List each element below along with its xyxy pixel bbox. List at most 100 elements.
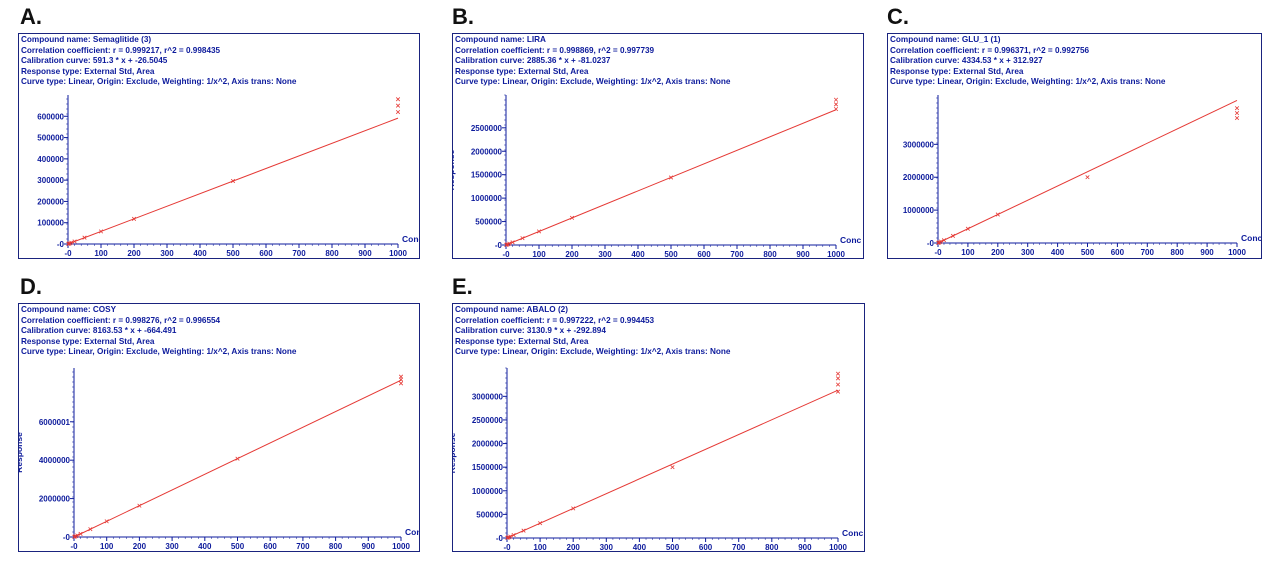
x-tick-label: 100 [94, 249, 108, 258]
response-type: Response type: External Std, Area [455, 336, 589, 346]
data-point-stroke [235, 456, 240, 461]
calibration-plot-e: -0 100 200 300 400 500 600 700 800 900 1000 -0 50000… [453, 367, 864, 551]
data-point-stroke [137, 503, 142, 508]
data-point-stroke [75, 533, 80, 538]
data-point-stroke [507, 241, 512, 246]
curve-type: Curve type: Linear, Origin: Exclude, Wei… [455, 77, 731, 87]
calibration-curve: Calibration curve: 4334.53 * x + 312.927 [890, 56, 1043, 66]
x-tick-label: 100 [532, 250, 546, 258]
data-point-stroke [1234, 115, 1240, 121]
x-tick-label: 100 [533, 543, 547, 551]
data-point [833, 106, 839, 112]
y-tick-label: 600000 [37, 112, 64, 121]
data-point-stroke [1234, 106, 1240, 111]
x-tick-label: 200 [127, 249, 141, 258]
curve-type: Curve type: Linear, Origin: Exclude, Wei… [890, 77, 1166, 87]
data-point [941, 238, 947, 243]
y-tick-label: -0 [927, 239, 935, 248]
y-tick-label: 1500000 [471, 171, 503, 180]
panel-header: Compound name: LIRA Correlation coeffici… [455, 35, 730, 88]
y-tick-label: 1000000 [472, 487, 504, 496]
y-tick-label: 2000000 [39, 495, 71, 504]
data-point-stroke [536, 229, 542, 234]
y-axis-title: Response [453, 432, 457, 473]
calibration-fit-line [506, 389, 839, 539]
data-point [668, 175, 674, 180]
data-point [78, 531, 83, 536]
x-tick-label: 600 [264, 542, 278, 551]
data-point [569, 215, 575, 220]
x-tick-label: 400 [633, 543, 647, 551]
calibration-curve: Calibration curve: 8163.53 * x + -664.49… [21, 326, 177, 336]
data-point-stroke [521, 528, 526, 533]
data-point [395, 109, 401, 115]
data-point-stroke [835, 376, 841, 381]
data-point [72, 239, 77, 244]
data-point-stroke [965, 226, 970, 231]
compound-name: Compound name: LIRA [455, 35, 546, 44]
y-tick-label: 6000001 [39, 418, 71, 427]
x-tick-label: 500 [226, 249, 240, 258]
data-point-stroke [833, 106, 839, 112]
x-tick-label: 300 [165, 542, 179, 551]
data-point-stroke [398, 374, 404, 379]
calibration-plot-c: -0 100 200 300 400 500 600 700 800 900 1000 -0 10000… [903, 95, 1261, 257]
x-axis-title: Conc [842, 528, 864, 538]
x-tick-label: 1000 [392, 542, 410, 551]
y-tick-label: 2000000 [903, 173, 935, 182]
data-point-stroke [98, 229, 104, 234]
calibration-curve: Calibration curve: 3130.9 * x + -292.894 [455, 326, 606, 336]
data-point [82, 235, 87, 240]
data-point-stroke [66, 241, 71, 246]
data-point-stroke [511, 532, 516, 538]
data-point [66, 241, 71, 246]
data-point-stroke [510, 240, 515, 245]
data-point [395, 97, 401, 102]
x-tick-label: 1000 [829, 543, 847, 551]
data-point [538, 521, 543, 526]
x-tick-label: 700 [732, 543, 746, 551]
x-tick-label: 900 [798, 543, 812, 551]
x-tick-label: 200 [565, 250, 579, 258]
y-tick-label: 500000 [475, 218, 502, 227]
x-tick-label: 400 [193, 249, 207, 258]
x-tick-label: 300 [598, 250, 612, 258]
data-point [230, 178, 236, 184]
y-tick-label: 300000 [37, 176, 64, 185]
x-tick-label: 500 [231, 542, 245, 551]
y-axis-title: Response [453, 149, 456, 190]
data-point [1234, 106, 1240, 111]
y-tick-label: 500000 [476, 510, 503, 519]
x-tick-label: 300 [1021, 248, 1035, 257]
data-point [137, 503, 142, 508]
panel-header: Compound name: GLU_1 (1) Correlation coe… [890, 35, 1165, 88]
y-tick-label: 2000000 [471, 147, 503, 156]
x-tick-label: 900 [362, 542, 376, 551]
x-tick-label: 100 [100, 542, 114, 551]
data-point [1085, 175, 1090, 180]
x-tick-label: 300 [160, 249, 174, 258]
data-point [521, 528, 526, 533]
data-point [938, 239, 944, 244]
x-tick-label: 700 [296, 542, 310, 551]
x-axis-title: Conc [402, 234, 419, 244]
data-point-stroke [833, 102, 839, 107]
y-tick-label: -0 [57, 240, 65, 249]
x-tick-label: 800 [1171, 248, 1185, 257]
x-tick-label: 200 [133, 542, 147, 551]
calibration-plot-a: -0 100 200 300 400 500 600 700 800 900 1000 -0 10000… [37, 95, 419, 258]
data-point [395, 103, 401, 108]
data-point-stroke [668, 175, 674, 180]
data-point-stroke [69, 240, 74, 245]
y-tick-label: 1000000 [471, 194, 503, 203]
y-tick-label: -0 [496, 534, 504, 543]
data-point [670, 465, 675, 470]
data-point [965, 226, 970, 231]
x-tick-label: -0 [934, 248, 942, 257]
correlation-coefficient: Correlation coefficient: r = 0.999217, r… [21, 45, 221, 55]
x-tick-label: 600 [697, 250, 711, 258]
data-point-stroke [508, 534, 513, 539]
data-point [833, 102, 839, 107]
y-tick-label: 2500000 [471, 124, 503, 133]
data-point [508, 534, 513, 539]
